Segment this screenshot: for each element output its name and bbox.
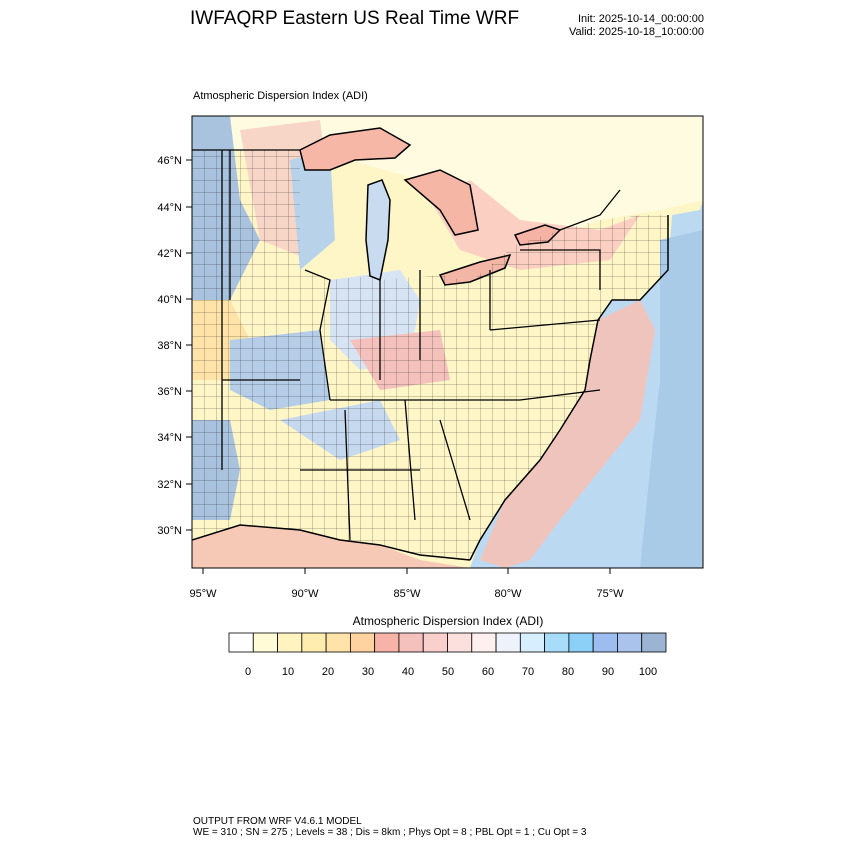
lat-label: 34°N	[157, 432, 182, 444]
colorbar-swatch	[544, 632, 570, 653]
footer-config: WE = 310 ; SN = 275 ; Levels = 38 ; Dis …	[193, 827, 587, 838]
colorbar-swatch	[422, 632, 448, 653]
latitude-axis: 46°N 44°N 42°N 40°N 38°N 36°N 34°N 32°N 30°N	[157, 155, 192, 537]
colorbar-tick-label: 0	[245, 666, 251, 678]
colorbar-swatch	[641, 632, 667, 653]
colorbar-tick-label: 100	[639, 666, 657, 678]
colorbar-swatch	[374, 632, 400, 653]
lat-label: 38°N	[157, 340, 182, 352]
colorbar-swatch	[592, 632, 618, 653]
lat-label: 42°N	[157, 248, 182, 260]
lake-michigan	[366, 180, 390, 280]
colorbar-swatch	[301, 632, 327, 653]
colorbar-swatch	[519, 632, 546, 653]
lon-label: 85°W	[393, 588, 421, 600]
field-title: Atmospheric Dispersion Index (ADI)	[193, 90, 368, 102]
lat-label: 40°N	[157, 294, 182, 306]
colorbar-tick-label: 70	[522, 666, 534, 678]
adi-high-wisconsin	[290, 150, 335, 270]
lat-label: 36°N	[157, 386, 182, 398]
longitude-axis: 95°W 90°W 85°W 80°W 75°W	[189, 568, 624, 600]
colorbar-tick-label: 60	[482, 666, 494, 678]
colorbar-swatch	[471, 632, 497, 653]
lon-label: 90°W	[291, 588, 319, 600]
colorbar-swatch	[277, 632, 303, 653]
valid-time: Valid: 2025-10-18_10:00:00	[569, 26, 704, 38]
lat-label: 44°N	[157, 202, 182, 214]
map-frame	[191, 115, 704, 569]
lake-superior	[300, 128, 410, 170]
lat-label: 46°N	[157, 155, 182, 167]
lat-label: 30°N	[157, 525, 182, 537]
lake-huron	[405, 170, 478, 235]
colorbar-swatch	[495, 632, 521, 653]
lon-label: 95°W	[189, 588, 217, 600]
colorbar-swatch	[398, 632, 424, 653]
colorbar-tick-label: 90	[602, 666, 614, 678]
main-title: IWFAQRP Eastern US Real Time WRF	[190, 8, 520, 29]
county-boundaries	[192, 150, 668, 560]
colorbar-tick-label: 40	[402, 666, 414, 678]
colorbar-tick-label: 10	[282, 666, 294, 678]
lake-erie	[440, 255, 510, 285]
colorbar	[228, 632, 667, 653]
atlantic-ocean-far	[640, 230, 703, 568]
colorbar-swatch	[568, 632, 594, 653]
colorbar-swatch	[349, 632, 376, 653]
init-time: Init: 2025-10-14_00:00:00	[578, 13, 704, 25]
colorbar-swatch	[325, 632, 351, 653]
colorbar-swatch	[617, 632, 643, 653]
colorbar-title: Atmospheric Dispersion Index (ADI)	[352, 614, 544, 628]
colorbar-tick-label: 50	[442, 666, 454, 678]
colorbar-tick-label: 20	[322, 666, 334, 678]
colorbar-swatch	[228, 632, 254, 653]
colorbar-tick-label: 80	[562, 666, 574, 678]
colorbar-tick-labels: 0 10 20 30 40 50 60 70 80 90 100	[245, 666, 657, 678]
footer-model: OUTPUT FROM WRF V4.6.1 MODEL	[193, 816, 362, 827]
map-area	[192, 116, 703, 568]
colorbar-tick-label: 30	[362, 666, 374, 678]
gulf-of-mexico	[192, 525, 470, 568]
lon-label: 75°W	[596, 588, 624, 600]
colorbar-swatch	[447, 632, 473, 653]
state-boundaries	[192, 149, 621, 541]
lat-label: 32°N	[157, 479, 182, 491]
lon-label: 80°W	[494, 588, 522, 600]
coastlines	[192, 127, 669, 561]
coastal-ocean-band	[480, 300, 655, 568]
colorbar-swatch	[252, 632, 278, 653]
